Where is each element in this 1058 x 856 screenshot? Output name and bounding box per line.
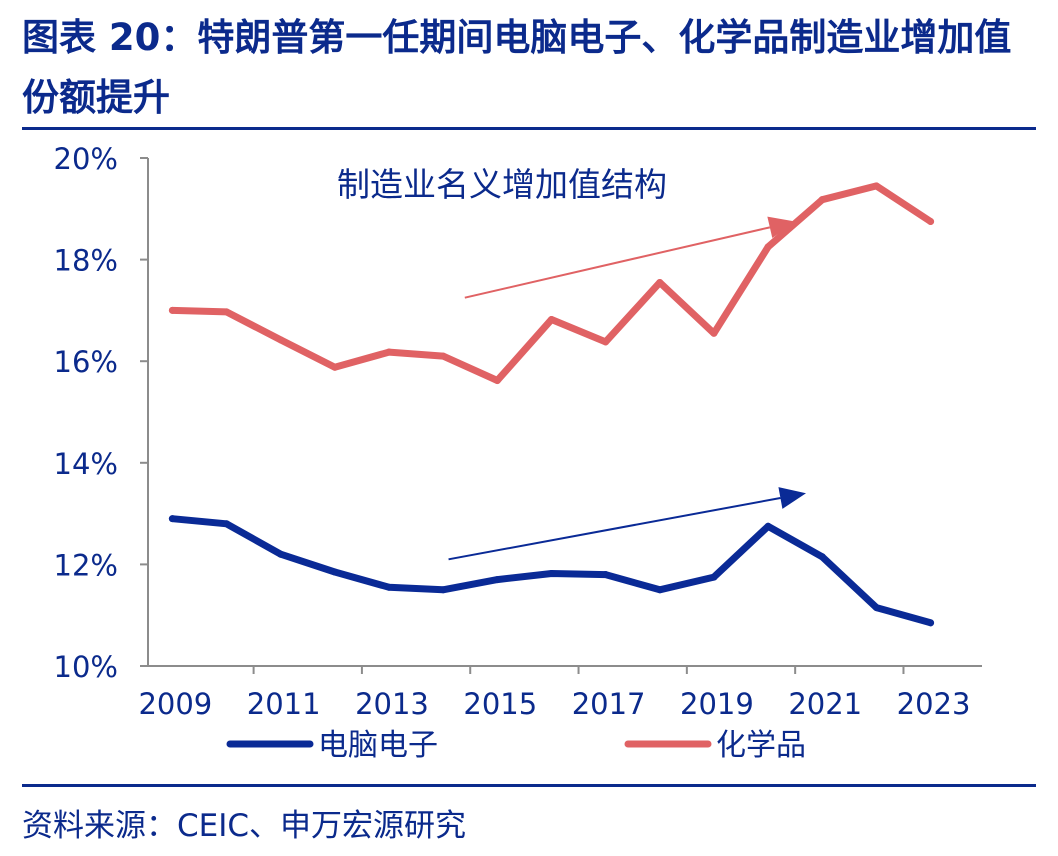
y-tick-label: 18% — [54, 244, 118, 278]
x-tick-label: 2015 — [463, 687, 537, 721]
title-divider — [22, 127, 1036, 130]
chart-series — [168, 182, 935, 627]
legend-label: 电脑电子 — [318, 728, 438, 763]
data-point — [602, 571, 610, 579]
data-point — [223, 520, 231, 528]
trend-arrow-head — [767, 216, 796, 239]
data-point — [927, 218, 935, 225]
legend-label: 化学品 — [716, 728, 806, 763]
x-tick-label: 2019 — [680, 687, 754, 721]
x-tick-label: 2023 — [897, 687, 971, 721]
data-point — [277, 550, 285, 558]
chart: 10% 12% 14% 16% 18% 20% 2009 2011 2013 2015 2017 20… — [54, 142, 982, 763]
data-point — [818, 553, 826, 561]
page-title: 图表 20：特朗普第一任期间电脑电子、化学品制造业增加值份额提升 — [22, 16, 1012, 119]
data-point — [764, 522, 772, 530]
chart-annotation: 制造业名义增加值结构 — [337, 165, 667, 204]
x-tick-label: 2011 — [247, 687, 321, 721]
footer-divider — [22, 784, 1036, 787]
trend-arrow-shaft — [448, 497, 781, 561]
data-point — [168, 306, 176, 314]
y-tick-label: 12% — [54, 548, 118, 582]
chart-axes: 10% 12% 14% 16% 18% 20% 2009 2011 2013 2015 2017 20… — [54, 142, 982, 721]
data-point — [277, 336, 285, 344]
data-point — [927, 619, 935, 627]
data-point — [547, 570, 555, 578]
data-point — [385, 348, 393, 356]
data-point — [710, 573, 718, 581]
source-note: 资料来源：CEIC、申万宏源研究 — [22, 808, 467, 844]
data-point — [493, 576, 501, 584]
data-point — [385, 583, 393, 591]
data-point — [656, 586, 664, 594]
data-point — [764, 243, 772, 251]
y-tick-label: 14% — [54, 447, 118, 481]
x-tick-label: 2017 — [572, 687, 646, 721]
x-tick-label: 2013 — [355, 687, 429, 721]
trend-arrow-shaft — [464, 226, 771, 299]
data-point — [331, 363, 339, 371]
y-tick-label: 16% — [54, 345, 118, 379]
data-point — [710, 329, 718, 337]
data-point — [547, 316, 555, 324]
x-tick-label: 2009 — [138, 687, 212, 721]
data-point — [331, 568, 339, 576]
data-point — [493, 377, 501, 385]
data-point — [602, 338, 610, 346]
data-point — [439, 586, 447, 594]
y-tick-label: 20% — [54, 142, 118, 176]
data-point — [656, 278, 664, 286]
data-point — [223, 308, 231, 316]
y-tick-label: 10% — [54, 650, 118, 684]
series-line — [168, 182, 935, 384]
data-point — [439, 352, 447, 360]
chart-legend: 电脑电子 化学品 — [226, 728, 806, 763]
data-point — [168, 515, 176, 523]
data-point — [818, 196, 826, 204]
trend-arrow-head — [778, 487, 806, 509]
data-point — [872, 182, 880, 190]
trend-arrows — [448, 216, 806, 561]
x-tick-label: 2021 — [788, 687, 862, 721]
data-point — [872, 604, 880, 612]
